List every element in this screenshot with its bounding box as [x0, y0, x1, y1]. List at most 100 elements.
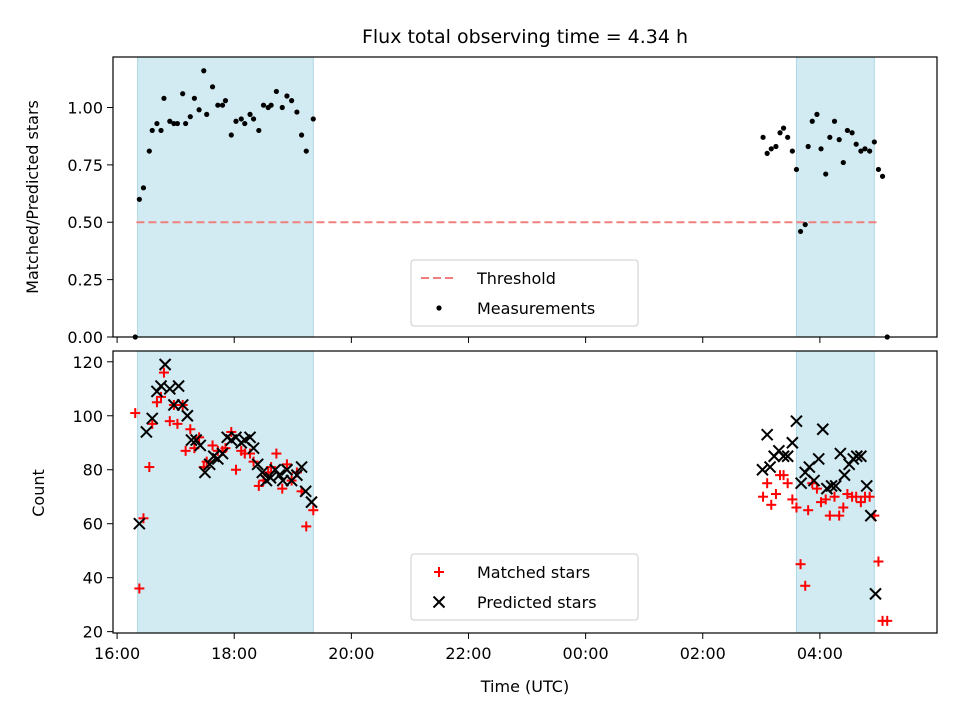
point-57 [829, 491, 840, 502]
point-32 [271, 448, 282, 459]
y-tick-label-1: 0.25 [67, 271, 103, 290]
point-37 [299, 485, 312, 498]
point-58 [834, 510, 845, 521]
top-panel-y-axis-label: Matched/Predicted stars [23, 100, 42, 294]
legend-swatch-0 [434, 567, 444, 577]
point-5 [158, 358, 172, 371]
x-tick-label-0: 16:00 [94, 644, 140, 663]
point-10 [172, 418, 183, 429]
point-35 [289, 98, 295, 104]
point-6 [163, 382, 177, 395]
point-46 [786, 436, 799, 449]
point-14 [191, 95, 198, 101]
point-0 [133, 517, 146, 530]
point-13 [194, 439, 207, 452]
point-1 [134, 583, 145, 594]
point-41 [764, 150, 770, 156]
point-63 [858, 148, 864, 154]
point-55 [825, 479, 838, 493]
point-43 [770, 489, 781, 500]
point-64 [864, 509, 878, 522]
point-65 [867, 148, 873, 154]
point-36 [294, 109, 300, 115]
y-tick-label-5: 120 [72, 353, 103, 372]
point-42 [768, 146, 774, 152]
point-0 [130, 408, 141, 419]
point-23 [230, 464, 241, 475]
point-53 [816, 423, 830, 436]
point-54 [818, 146, 824, 152]
point-9 [176, 398, 189, 412]
point-39 [310, 116, 316, 122]
point-10 [181, 409, 194, 422]
point-25 [242, 120, 248, 127]
point-62 [851, 491, 862, 502]
point-4 [154, 379, 168, 393]
x-tick-label-2: 20:00 [328, 644, 374, 663]
point-61 [849, 130, 855, 136]
point-25 [247, 441, 260, 455]
series-measurements [132, 68, 890, 340]
point-58 [838, 468, 851, 482]
point-2 [146, 412, 159, 425]
x-tick-label-4: 00:00 [563, 644, 609, 663]
point-32 [276, 474, 290, 487]
point-7 [158, 367, 169, 378]
x-tick-label-3: 22:00 [445, 644, 491, 663]
point-8 [172, 379, 185, 393]
point-61 [850, 450, 863, 463]
point-31 [273, 468, 286, 482]
point-31 [268, 102, 274, 108]
legend-swatch-1 [432, 595, 446, 609]
point-69 [882, 615, 893, 626]
point-45 [781, 450, 794, 463]
point-37 [298, 132, 305, 138]
point-49 [795, 559, 806, 570]
legend: Matched stars Predicted stars [410, 553, 639, 621]
point-59 [840, 159, 846, 166]
point-41 [762, 478, 773, 489]
point-58 [836, 137, 842, 143]
point-55 [820, 494, 831, 505]
point-44 [777, 450, 790, 463]
point-42 [766, 499, 777, 510]
point-8 [167, 118, 173, 124]
legend-label-1: Predicted stars [477, 593, 597, 612]
point-60 [844, 127, 850, 134]
legend-label-1: Measurements [477, 299, 595, 318]
point-6 [158, 127, 164, 134]
point-12 [183, 120, 189, 127]
point-64 [862, 146, 868, 152]
point-67 [875, 166, 882, 173]
point-10 [174, 120, 181, 127]
point-36 [295, 460, 308, 474]
point-68 [879, 173, 886, 179]
point-38 [301, 521, 312, 532]
point-32 [273, 88, 279, 95]
point-26 [247, 111, 253, 117]
point-12 [180, 445, 191, 456]
chart-title: Flux total observing time = 4.34 h [362, 26, 688, 48]
point-40 [760, 428, 774, 441]
point-20 [219, 102, 226, 108]
y-tick-label-2: 0.50 [67, 213, 103, 232]
point-51 [803, 505, 814, 516]
point-35 [290, 468, 304, 482]
point-56 [829, 479, 842, 493]
y-tick-label-4: 1.00 [67, 98, 103, 117]
point-45 [778, 470, 789, 481]
point-56 [824, 510, 835, 521]
point-46 [785, 134, 791, 140]
x-tick-label-1: 18:00 [211, 644, 257, 663]
point-38 [303, 148, 309, 154]
point-63 [855, 497, 866, 508]
point-5 [154, 120, 160, 127]
point-39 [308, 505, 319, 516]
point-53 [811, 483, 822, 494]
point-39 [756, 463, 769, 476]
point-5 [151, 397, 162, 408]
bottom-panel-y-axis-label: Count [29, 469, 48, 517]
bottom-panel: 20 40 60 80 100 120 16:00 18:00 20:00 22:00 00:00 0… [72, 350, 938, 663]
point-48 [791, 502, 802, 513]
